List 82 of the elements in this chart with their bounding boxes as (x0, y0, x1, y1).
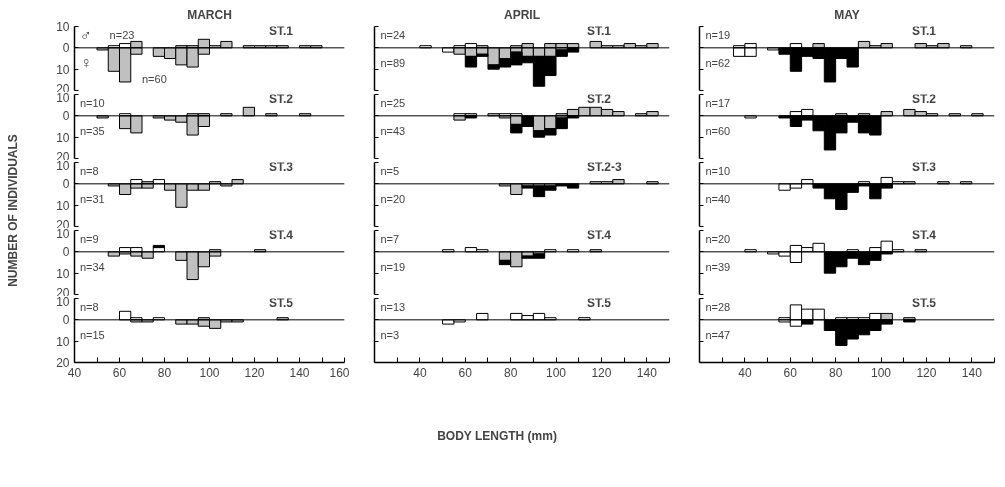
x-tick-label: 60 (112, 365, 127, 380)
annotation: n=7 (380, 233, 400, 246)
y-tick-label: 0 (62, 41, 70, 56)
annotation: n=13 (380, 301, 406, 314)
y-tick-label: 10 (56, 62, 70, 77)
annotation: n=89 (380, 56, 406, 69)
chart-subtitle: ST.1 (586, 24, 612, 39)
y-tick-label: 10 (56, 20, 70, 34)
chart-title: APRIL (504, 7, 540, 22)
x-tick-label: 80 (828, 365, 843, 380)
x-tick-label: 60 (783, 365, 798, 380)
chart-title: MAY (834, 7, 860, 22)
x-tick-label: 60 (458, 365, 473, 380)
chart-subtitle: ST.1 (911, 24, 937, 39)
x-tick-label: 120 (916, 365, 937, 380)
annotation: n=20 (380, 192, 406, 205)
y-tick-label: 10 (56, 266, 70, 281)
chart-subtitle: ST.4 (268, 228, 294, 243)
x-tick-label: 140 (289, 365, 310, 380)
chart-subtitle: ST.2 (268, 92, 294, 107)
annotation: n=10 (79, 97, 105, 110)
x-tick-label: 120 (244, 365, 265, 380)
x-tick-label: 140 (636, 365, 658, 380)
annotation: n=47 (705, 328, 731, 341)
x-tick-label: 100 (871, 365, 892, 380)
y-tick-label: 0 (62, 177, 70, 192)
annotation: n=8 (79, 301, 99, 314)
y-tick-label: 10 (56, 130, 70, 145)
chart-subtitle: ST.5 (911, 296, 937, 311)
y-tick-label: 10 (56, 334, 70, 349)
annotation: n=5 (380, 165, 400, 178)
annotation: n=23 (109, 29, 135, 42)
annotation: n=40 (705, 192, 731, 205)
chart-subtitle: ST.2 (586, 92, 612, 107)
chart-subtitle: ST.3 (911, 160, 937, 175)
annotation: n=10 (705, 165, 731, 178)
annotation: n=60 (142, 72, 167, 85)
annotation: n=34 (79, 260, 105, 273)
x-tick-label: 80 (157, 365, 172, 380)
chart-subtitle: ST.4 (586, 228, 612, 243)
annotation: n=60 (705, 124, 731, 137)
x-tick-label: 40 (738, 365, 752, 380)
annotation: n=24 (380, 29, 406, 42)
annotation: ♂ (79, 26, 92, 44)
y-tick-label: 0 (62, 109, 70, 124)
annotation: n=8 (79, 165, 99, 178)
annotation: n=62 (705, 56, 731, 69)
annotation: n=43 (380, 124, 406, 137)
x-tick-label: 40 (413, 365, 427, 380)
x-tick-label: 160 (329, 365, 350, 380)
x-tick-label: 80 (503, 365, 518, 380)
annotation: n=15 (79, 328, 105, 341)
annotation: n=35 (79, 124, 105, 137)
annotation: n=25 (380, 97, 406, 110)
annotation: n=28 (705, 301, 731, 314)
annotation: n=17 (705, 97, 731, 110)
annotation: n=19 (705, 29, 731, 42)
x-tick-label: 100 (199, 365, 220, 380)
chart-subtitle: ST.2-3 (586, 160, 622, 175)
annotation: n=19 (380, 260, 406, 273)
x-axis-title: BODY LENGTH (mm) (437, 428, 557, 443)
annotation: n=39 (705, 260, 731, 273)
annotation: n=3 (380, 328, 400, 341)
annotation: ♀ (79, 54, 92, 72)
x-tick-label: 120 (591, 365, 612, 380)
x-tick-label: 140 (961, 365, 983, 380)
x-tick-label: 100 (546, 365, 567, 380)
chart-subtitle: ST.4 (911, 228, 937, 243)
chart-subtitle: ST.1 (268, 24, 294, 39)
y-axis-title: NUMBER OF INDIVIDUALS (5, 134, 20, 287)
chart-subtitle: ST.2 (911, 92, 937, 107)
chart-subtitle: ST.5 (586, 296, 612, 311)
y-tick-label: 0 (62, 245, 70, 260)
y-tick-label: 0 (62, 313, 70, 328)
chart-subtitle: ST.3 (268, 160, 294, 175)
y-tick-label: 20 (56, 356, 70, 370)
chart-title: MARCH (187, 7, 232, 22)
annotation: n=9 (79, 233, 99, 246)
annotation: n=31 (79, 192, 105, 205)
chart-subtitle: ST.5 (268, 296, 294, 311)
annotation: n=20 (705, 233, 731, 246)
y-tick-label: 10 (56, 198, 70, 213)
